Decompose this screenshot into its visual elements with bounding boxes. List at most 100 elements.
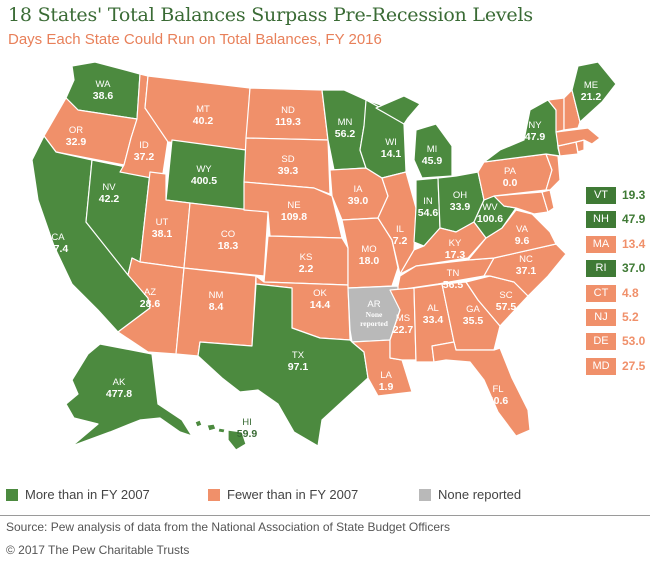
- state-abbr-KY: KY: [449, 238, 462, 249]
- state-value-ID: 37.2: [134, 151, 155, 163]
- state-value-MS: 22.7: [393, 324, 414, 336]
- state-value-NY: 47.9: [525, 131, 546, 143]
- state-abbr-WA: WA: [96, 79, 112, 90]
- small-state-row-NH: NH 47.9: [586, 211, 650, 229]
- state-NY: [483, 99, 561, 163]
- state-abbr-SC: SC: [499, 290, 512, 301]
- state-value-SC: 57.5: [496, 301, 517, 313]
- state-value-ME: 21.2: [581, 91, 602, 103]
- state-value-NE: 109.8: [281, 211, 307, 223]
- state-abbr-AK: AK: [113, 377, 126, 388]
- state-value-MO: 18.0: [359, 255, 380, 267]
- small-state-abbr-MD: MD: [586, 357, 616, 375]
- state-value-VA: 9.6: [515, 235, 530, 247]
- state-abbr-MT: MT: [196, 104, 210, 115]
- state-note-AR-0: None: [366, 310, 383, 319]
- small-state-row-CT: CT 4.8: [586, 284, 650, 303]
- state-abbr-OH: OH: [453, 190, 467, 201]
- state-abbr-MO: MO: [361, 244, 376, 255]
- us-map: WA38.6OR32.9CA27.4NV42.2ID37.2MT40.2WY40…: [31, 61, 617, 451]
- state-abbr-IA: IA: [354, 184, 364, 195]
- state-abbr-IN: IN: [423, 196, 433, 207]
- state-abbr-MS: MS: [396, 313, 410, 324]
- small-state-row-VT: VT 19.3: [586, 187, 650, 205]
- small-state-value-NJ: 5.2: [622, 310, 639, 324]
- state-value-WV: 100.6: [477, 213, 503, 225]
- state-value-SD: 39.3: [278, 165, 299, 177]
- small-state-abbr-MA: MA: [586, 235, 616, 253]
- state-abbr-FL: FL: [492, 384, 503, 395]
- state-value-AL: 33.4: [423, 314, 444, 326]
- small-state-value-MD: 27.5: [622, 358, 646, 373]
- state-abbr-PA: PA: [504, 166, 517, 177]
- state-value-TN: 56.5: [443, 279, 464, 291]
- state-abbr-OR: OR: [69, 125, 83, 136]
- state-abbr-WY: WY: [196, 164, 212, 175]
- state-value-WY: 400.5: [191, 175, 217, 187]
- small-state-abbr-NJ: NJ: [586, 309, 616, 326]
- small-state-abbr-NH: NH: [586, 211, 616, 229]
- small-state-abbr-DE: DE: [586, 333, 616, 351]
- state-value-CA: 27.4: [48, 243, 69, 255]
- state-abbr-WV: WV: [482, 202, 498, 213]
- state-abbr-MI: MI: [427, 144, 438, 155]
- small-state-abbr-VT: VT: [586, 187, 616, 204]
- state-value-MI: 45.9: [422, 155, 443, 167]
- state-abbr-NE: NE: [287, 200, 300, 211]
- state-abbr-UT: UT: [156, 217, 169, 228]
- footer-divider: [0, 515, 650, 516]
- state-note-AR-1: reported: [360, 319, 389, 328]
- state-value-GA: 35.5: [463, 315, 484, 327]
- state-value-OK: 14.4: [310, 299, 331, 311]
- state-DE: [541, 189, 555, 213]
- state-NH: [563, 89, 581, 131]
- small-state-row-NJ: NJ 5.2: [586, 309, 650, 327]
- legend-swatch-more: [6, 489, 18, 501]
- state-AK: [65, 343, 193, 447]
- state-HI: [194, 419, 247, 451]
- state-value-OH: 33.9: [450, 201, 471, 213]
- state-KY: [399, 221, 487, 275]
- state-abbr-MN: MN: [338, 117, 353, 128]
- state-abbr-AL: AL: [427, 303, 439, 314]
- small-state-value-MA: 13.4: [622, 236, 646, 251]
- state-value-MN: 56.2: [335, 128, 356, 140]
- state-abbr-HI: HI: [242, 417, 252, 428]
- state-VT: [547, 97, 565, 133]
- state-abbr-AZ: AZ: [144, 287, 156, 298]
- small-state-value-RI: 37.0: [622, 261, 646, 276]
- state-abbr-ME: ME: [584, 80, 598, 91]
- legend-swatch-fewer: [208, 489, 220, 501]
- state-value-CO: 18.3: [218, 240, 239, 252]
- small-state-value-VT: 19.3: [622, 188, 646, 202]
- state-abbr-OK: OK: [313, 288, 327, 299]
- state-abbr-WI: WI: [385, 137, 397, 148]
- legend-label-more: More than in FY 2007: [25, 487, 150, 502]
- state-value-TX: 97.1: [288, 361, 309, 373]
- state-abbr-NM: NM: [209, 290, 224, 301]
- state-value-NC: 37.1: [516, 265, 537, 277]
- legend-swatch-none: [419, 489, 431, 501]
- state-abbr-KS: KS: [300, 252, 313, 263]
- state-value-NM: 8.4: [209, 301, 224, 313]
- state-abbr-AR: AR: [367, 299, 380, 310]
- state-abbr-NC: NC: [519, 254, 533, 265]
- state-abbr-LA: LA: [380, 370, 392, 381]
- legend-label-fewer: Fewer than in FY 2007: [227, 487, 359, 502]
- state-abbr-ID: ID: [139, 140, 149, 151]
- state-TX: [197, 283, 369, 447]
- state-value-LA: 1.9: [379, 381, 394, 393]
- state-abbr-NV: NV: [102, 182, 116, 193]
- state-value-AK: 477.8: [106, 388, 132, 400]
- state-abbr-NY: NY: [528, 120, 542, 131]
- state-value-FL: 40.6: [488, 395, 509, 407]
- state-abbr-TX: TX: [292, 350, 305, 361]
- state-value-IA: 39.0: [348, 195, 369, 207]
- state-value-PA: 0.0: [503, 177, 518, 189]
- state-ME: [571, 61, 617, 123]
- small-state-value-DE: 53.0: [622, 334, 646, 349]
- state-abbr-GA: GA: [466, 304, 480, 315]
- state-value-KY: 17.3: [445, 249, 466, 261]
- state-abbr-CO: CO: [221, 229, 235, 240]
- map-subtitle: Days Each State Could Run on Total Balan…: [8, 31, 382, 48]
